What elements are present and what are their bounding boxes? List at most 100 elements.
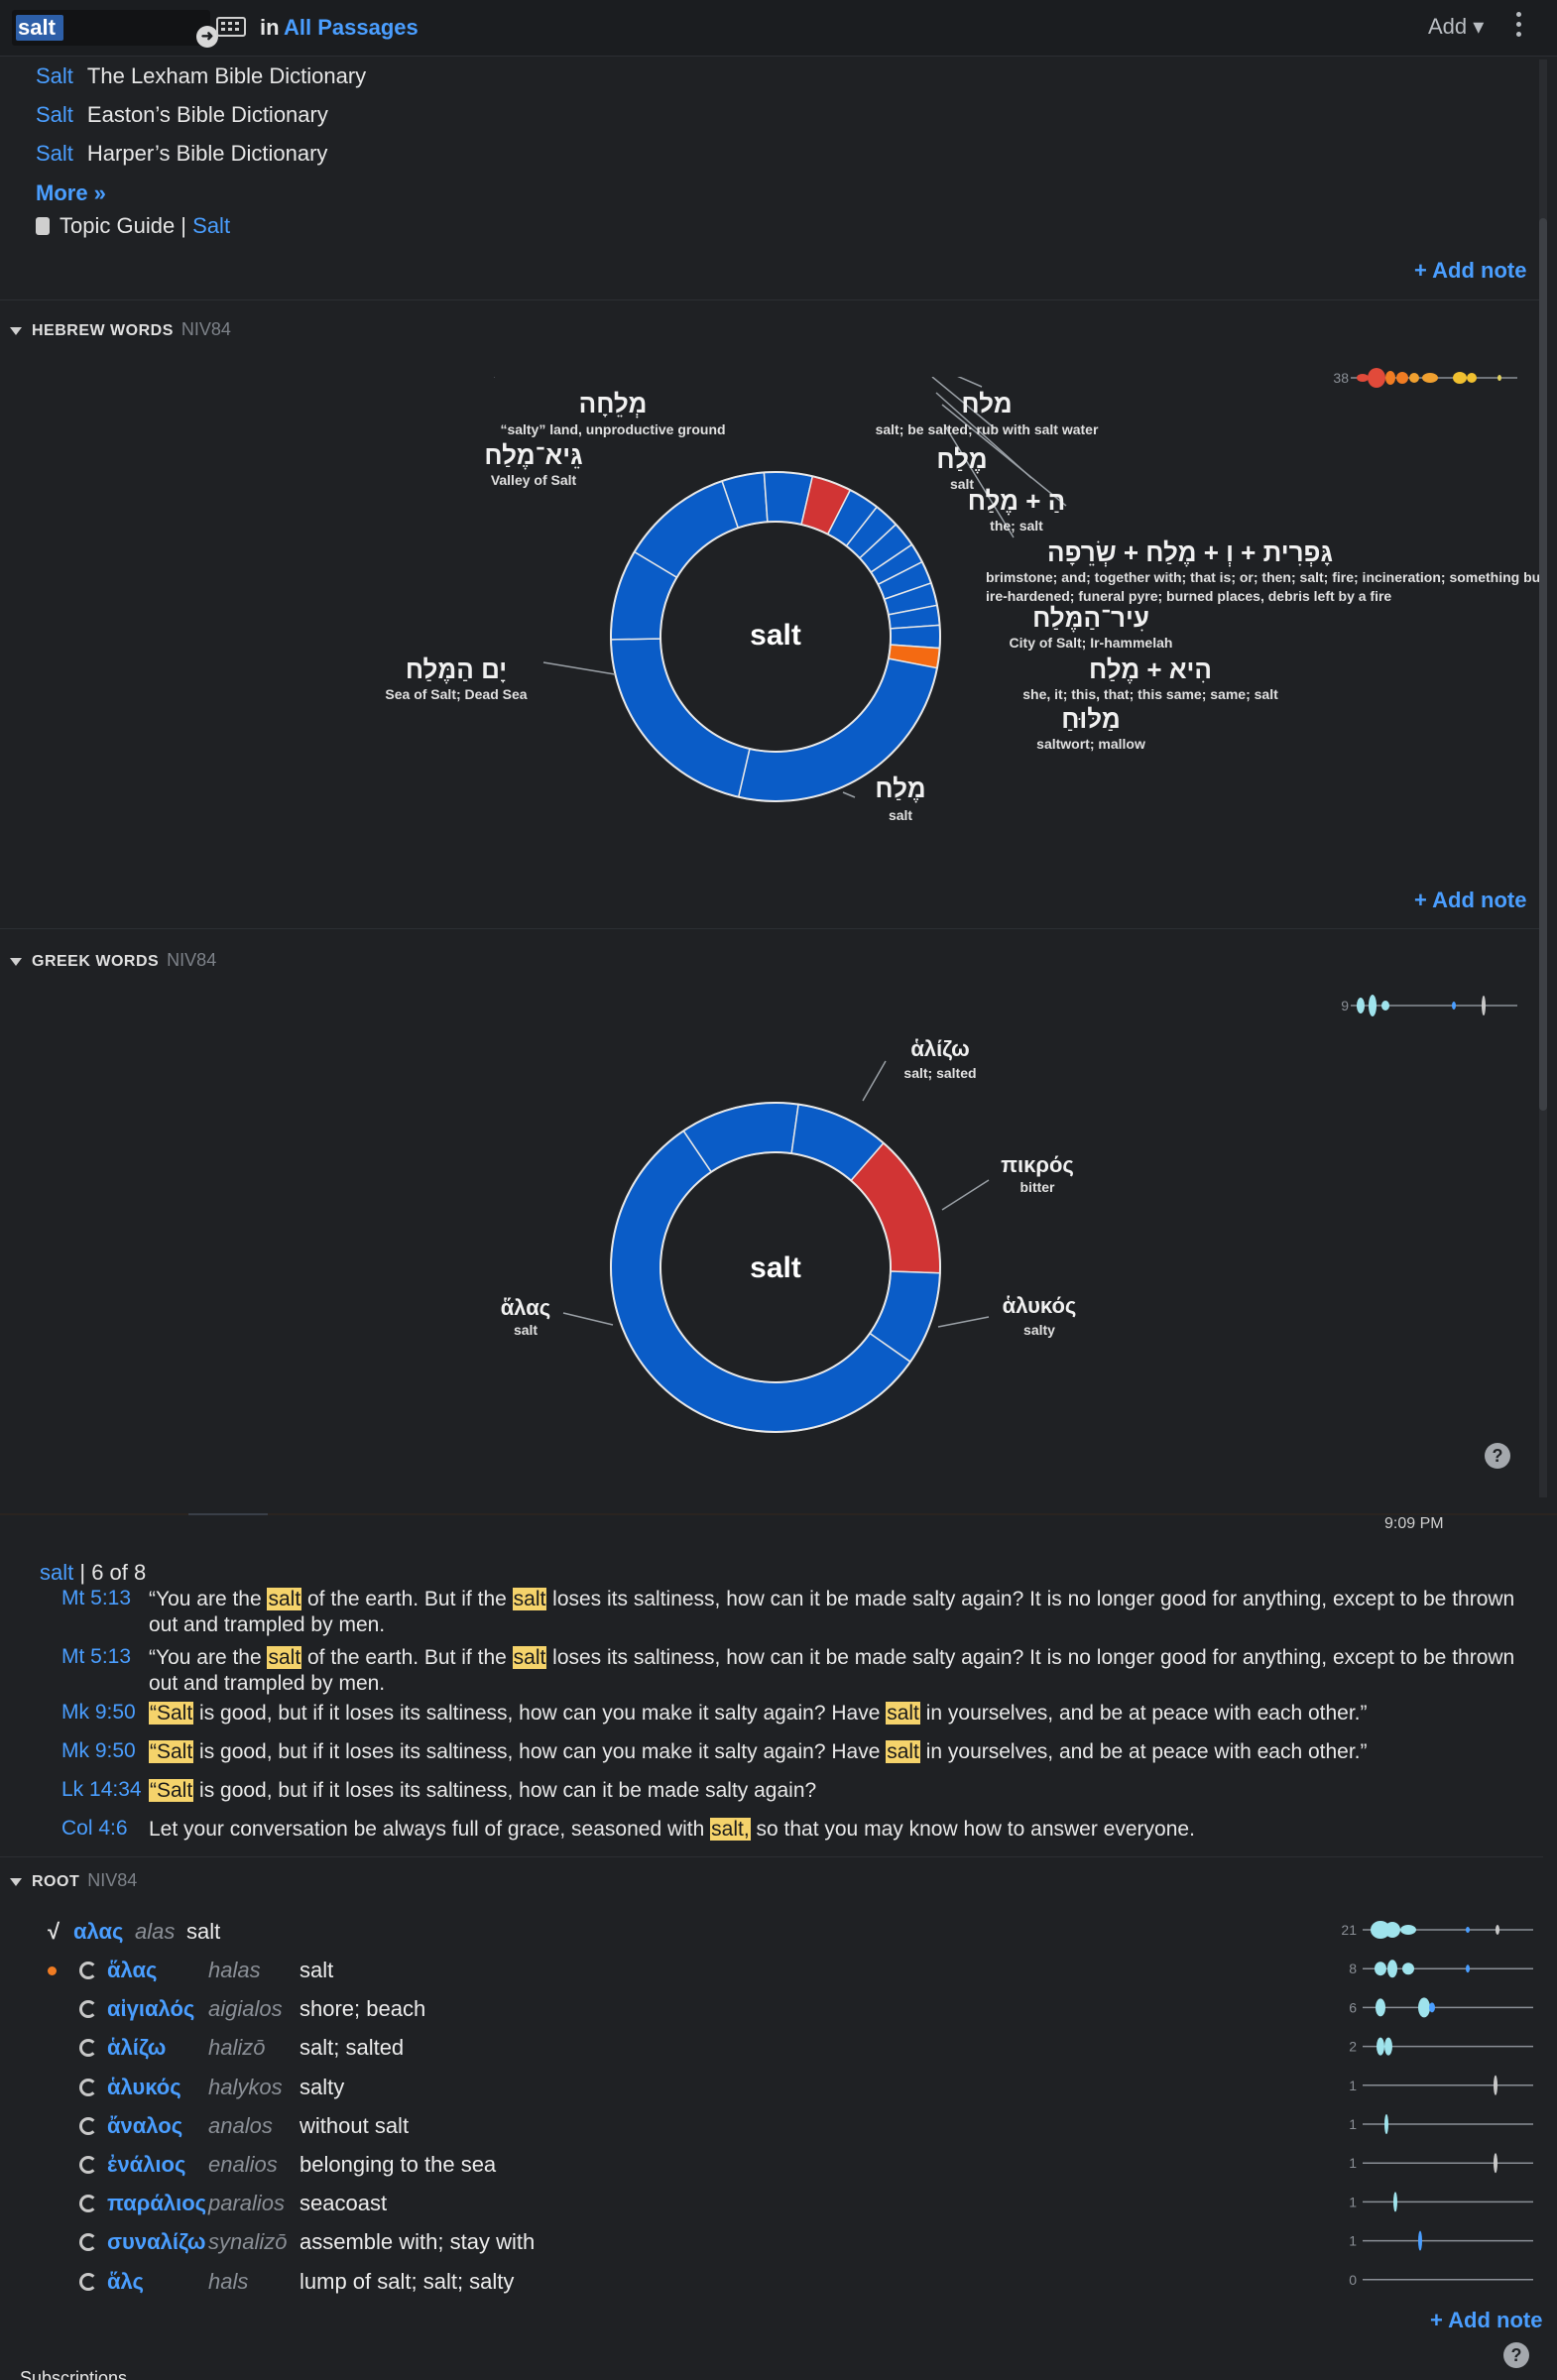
collapse-triangle-icon[interactable]: [10, 1877, 22, 1886]
greek-word-label[interactable]: ἅλας: [501, 1295, 550, 1320]
topic-guide-link[interactable]: Salt: [192, 213, 231, 238]
hebrew-word-label[interactable]: עִיר־הַמֶּלַח: [1032, 603, 1149, 633]
greek-word-label[interactable]: ἁλίζω: [910, 1036, 969, 1061]
greek-word-label[interactable]: ἁλυκός: [1003, 1293, 1077, 1318]
add-note-button[interactable]: + Add note: [1414, 888, 1527, 912]
add-note-button[interactable]: + Add note: [1430, 2308, 1543, 2332]
sparkline-mark[interactable]: [1494, 2075, 1497, 2095]
dictionary-title[interactable]: Harper’s Bible Dictionary: [86, 141, 328, 166]
hebrew-word-label[interactable]: גֵּיא־מֶלַח: [484, 440, 582, 470]
greek-words-heading[interactable]: GREEK WORDS NIV84: [10, 950, 216, 971]
hebrew-words-heading[interactable]: HEBREW WORDS NIV84: [10, 319, 231, 340]
sparkline-mark[interactable]: [1418, 1997, 1430, 2018]
reference-link[interactable]: Mk 9:50: [61, 1739, 136, 1762]
sparkline-mark[interactable]: [1496, 1925, 1499, 1935]
reference-link[interactable]: Mk 9:50: [61, 1701, 136, 1724]
dictionary-title[interactable]: The Lexham Bible Dictionary: [86, 63, 367, 88]
dictionary-title[interactable]: Easton’s Bible Dictionary: [86, 102, 328, 127]
root-heading[interactable]: ROOT NIV84: [10, 1870, 137, 1891]
root-word-lemma[interactable]: ἅλς: [107, 2268, 144, 2294]
hebrew-word-label[interactable]: מְלֵחָה: [579, 389, 648, 418]
more-link[interactable]: More »: [36, 180, 106, 205]
sparkline-mark[interactable]: [1375, 1962, 1386, 1976]
add-note-button[interactable]: + Add note: [1414, 258, 1527, 283]
root-word-row[interactable]: ἅλας halas salt: [48, 1958, 1535, 1987]
sparkline-mark[interactable]: [1466, 1964, 1470, 1973]
keyboard-icon[interactable]: [216, 17, 246, 37]
references-term[interactable]: salt: [40, 1560, 74, 1585]
root-word-lemma[interactable]: παράλιος: [107, 2191, 207, 2216]
dictionary-term[interactable]: Salt: [36, 141, 73, 166]
sparkline-mark[interactable]: [1400, 1925, 1416, 1935]
root-word-row[interactable]: ἁλίζω halizō salt; salted: [48, 2035, 1535, 2065]
refresh-circle-icon[interactable]: [79, 2000, 97, 2019]
search-input[interactable]: [18, 14, 127, 42]
refresh-circle-icon[interactable]: [79, 2195, 97, 2213]
refresh-circle-icon[interactable]: [79, 2272, 97, 2291]
sparkline-mark[interactable]: [1402, 1963, 1414, 1975]
reference-link[interactable]: Col 4:6: [61, 1817, 128, 1840]
dictionary-item[interactable]: Salt The Lexham Bible Dictionary: [36, 63, 366, 89]
root-word-lemma[interactable]: συναλίζω: [107, 2229, 206, 2255]
greek-word-label[interactable]: πικρός: [1001, 1152, 1074, 1177]
dictionary-item[interactable]: Salt Harper’s Bible Dictionary: [36, 141, 327, 167]
root-lemma[interactable]: αλας: [73, 1919, 124, 1944]
root-word-lemma[interactable]: ἐνάλιος: [107, 2152, 186, 2177]
sparkline-mark[interactable]: [1384, 2037, 1392, 2056]
root-word-row[interactable]: ἄναλος analos without salt: [48, 2113, 1535, 2143]
refresh-circle-icon[interactable]: [79, 2078, 97, 2096]
greek-frequency-sparkline[interactable]: [1351, 991, 1519, 1020]
sparkline-mark[interactable]: [1393, 2192, 1397, 2212]
go-arrow-icon[interactable]: ➜: [196, 26, 218, 48]
root-word-lemma[interactable]: ἁλίζω: [107, 2035, 167, 2061]
sparkline-mark[interactable]: [1377, 2037, 1384, 2056]
hebrew-word-label[interactable]: מֶלַח: [936, 444, 987, 474]
root-word-lemma[interactable]: ἄναλος: [107, 2112, 183, 2138]
sparkline-mark[interactable]: [1466, 1927, 1470, 1933]
root-word-row[interactable]: ἐνάλιος enalios belonging to the sea: [48, 2152, 1535, 2182]
collapse-triangle-icon[interactable]: [10, 326, 22, 335]
root-entry[interactable]: √ αλας alas salt: [48, 1919, 1535, 1949]
sparkline-mark[interactable]: [1384, 1922, 1400, 1938]
root-word-row[interactable]: αἰγιαλός aigialos shore; beach: [48, 1996, 1535, 2026]
hebrew-word-label[interactable]: יָם הַמֶּלַח: [406, 654, 507, 684]
kebab-menu-icon[interactable]: [1515, 12, 1523, 42]
refresh-circle-icon[interactable]: [79, 2116, 97, 2135]
subscriptions-heading[interactable]: Subscriptions: [20, 2368, 128, 2380]
dictionary-term[interactable]: Salt: [36, 102, 73, 127]
dictionary-item[interactable]: Salt Easton’s Bible Dictionary: [36, 102, 328, 128]
sparkline-mark[interactable]: [1418, 2230, 1422, 2251]
collapse-triangle-icon[interactable]: [10, 957, 22, 966]
reference-link[interactable]: Mt 5:13: [61, 1645, 132, 1668]
root-word-row[interactable]: ἅλς hals lump of salt; salt; salty: [48, 2269, 1535, 2299]
root-word-row[interactable]: παράλιος paralios seacoast: [48, 2191, 1535, 2220]
sparkline-mark[interactable]: [1376, 1998, 1385, 2017]
reference-link[interactable]: Lk 14:34: [61, 1778, 142, 1801]
sparkline-mark[interactable]: [1494, 2153, 1497, 2174]
scrollbar-thumb[interactable]: [1539, 218, 1547, 1111]
hebrew-word-label[interactable]: מַלּוּחַ: [1061, 704, 1121, 734]
search-box[interactable]: ➜: [12, 10, 218, 48]
hebrew-frequency-sparkline[interactable]: [1351, 363, 1519, 393]
refresh-circle-icon[interactable]: [79, 2233, 97, 2252]
hebrew-donut-ring[interactable]: [610, 471, 941, 802]
dictionary-term[interactable]: Salt: [36, 63, 73, 88]
root-word-row[interactable]: ἁλυκός halykos salty: [48, 2075, 1535, 2104]
greek-donut-ring[interactable]: [610, 1102, 941, 1433]
hebrew-word-label[interactable]: הִיא + מֶלַח: [1089, 654, 1212, 684]
add-menu-button[interactable]: Add ▾: [1428, 14, 1485, 39]
hebrew-word-label[interactable]: מֶלַח: [875, 774, 925, 803]
refresh-circle-icon[interactable]: [79, 2039, 97, 2058]
sparkline-mark[interactable]: [1429, 2002, 1435, 2013]
refresh-circle-icon[interactable]: [79, 2156, 97, 2174]
hebrew-word-label[interactable]: הַ + מֶלַח: [968, 486, 1065, 516]
hebrew-word-label[interactable]: גָּפְרִית + וְ + מֶלַח + שְׂרֵפָה: [1047, 537, 1333, 567]
help-icon[interactable]: ?: [1503, 2342, 1529, 2368]
reference-link[interactable]: Mt 5:13: [61, 1587, 132, 1609]
root-word-lemma[interactable]: αἰγιαλός: [107, 1996, 195, 2022]
refresh-circle-icon[interactable]: [79, 1962, 97, 1979]
sparkline-mark[interactable]: [1371, 1921, 1390, 1939]
sparkline-mark[interactable]: [1384, 2114, 1388, 2134]
root-word-lemma[interactable]: ἅλας: [107, 1958, 158, 1982]
help-icon[interactable]: ?: [1485, 1443, 1510, 1469]
